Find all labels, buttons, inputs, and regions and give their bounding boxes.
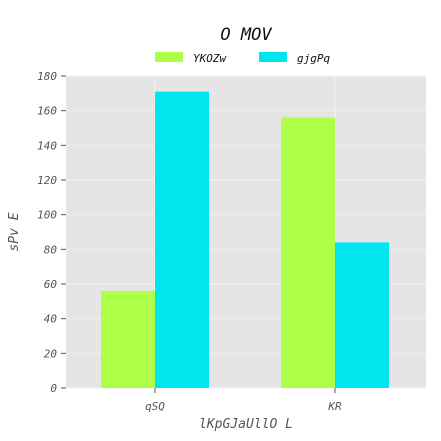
- bar-gjgPq-KR: [335, 242, 389, 388]
- y-tick-label: 160: [37, 105, 57, 118]
- x-axis-ticks: qSQ KR: [145, 388, 342, 413]
- bars: [101, 91, 389, 388]
- x-tick-label: KR: [327, 400, 342, 413]
- y-tick-label: 60: [44, 278, 58, 291]
- legend-label-0: YKOZw: [193, 52, 227, 65]
- y-tick-label: 80: [44, 243, 58, 256]
- legend-swatch-1: [259, 52, 287, 62]
- x-tick-label: qSQ: [145, 400, 165, 413]
- y-tick-label: 140: [37, 139, 57, 152]
- y-tick-label: 20: [44, 347, 58, 360]
- y-axis-ticks: 0 20 40 60 80 100 120 140 160 180: [37, 70, 66, 395]
- y-tick-label: 180: [37, 70, 57, 83]
- legend-label-1: gjgPq: [297, 52, 330, 65]
- legend-swatch-0: [155, 52, 183, 62]
- legend: YKOZw gjgPq: [155, 52, 330, 65]
- y-tick-label: 120: [37, 174, 57, 187]
- y-axis-label: sPv E: [7, 212, 22, 251]
- bar-YKOZw-qSQ: [101, 290, 155, 388]
- x-axis-label: lKpGJaUllO L: [199, 417, 293, 432]
- y-tick-label: 0: [50, 382, 57, 395]
- chart-title: O MOV: [220, 25, 272, 45]
- bar-gjgPq-qSQ: [155, 91, 209, 388]
- y-tick-label: 100: [37, 209, 57, 222]
- bar-YKOZw-KR: [281, 117, 335, 388]
- y-tick-label: 40: [44, 313, 58, 326]
